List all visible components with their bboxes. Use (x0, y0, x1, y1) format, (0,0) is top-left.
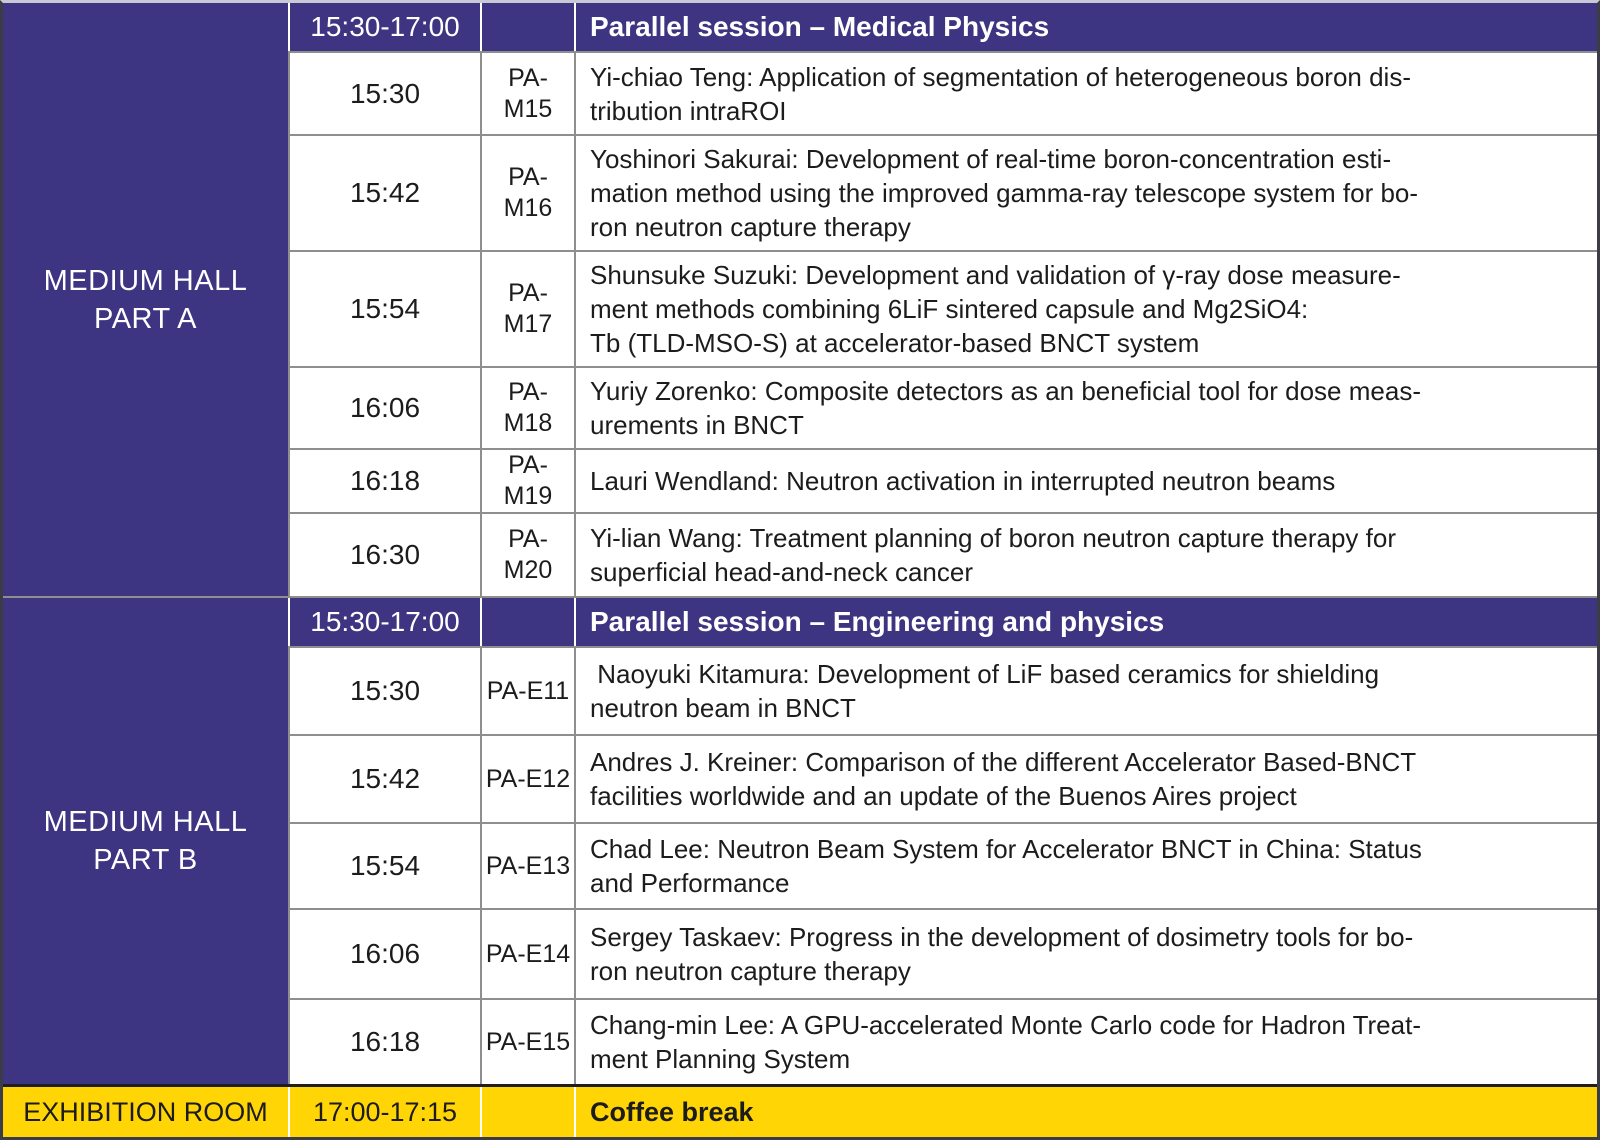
hall-cell-medium-hall-part-b: MEDIUM HALL PART B (3, 598, 288, 1084)
talk-title: Naoyuki Kitamura: Development of LiF bas… (574, 648, 1597, 734)
talk-time: 16:30 (288, 514, 480, 596)
coffee-break-time-range: 17:00-17:15 (288, 1087, 480, 1137)
section-engineering-physics: MEDIUM HALL PART B 15:30-17:00 Parallel … (3, 596, 1597, 1084)
schedule-row: 15:42 PA-E12 Andres J. Kreiner: Comparis… (288, 734, 1597, 822)
talk-time: 15:42 (288, 736, 480, 822)
session-header-row: 15:30-17:00 Parallel session – Medical P… (288, 3, 1597, 51)
section-a-rows: 15:30-17:00 Parallel session – Medical P… (288, 3, 1597, 596)
schedule-row: 16:18 PA-E15 Chang-min Lee: A GPU-accele… (288, 998, 1597, 1084)
talk-time: 16:06 (288, 910, 480, 998)
talk-title: Yuriy Zorenko: Composite detectors as an… (574, 368, 1597, 448)
session-time-range: 15:30-17:00 (288, 3, 480, 51)
talk-time: 16:18 (288, 1000, 480, 1084)
talk-time: 15:30 (288, 53, 480, 134)
session-header-row: 15:30-17:00 Parallel session – Engineeri… (288, 598, 1597, 646)
talk-time: 16:06 (288, 368, 480, 448)
talk-code: PA- M18 (480, 368, 574, 448)
session-title: Parallel session – Engineering and physi… (574, 598, 1597, 646)
session-time-range: 15:30-17:00 (288, 598, 480, 646)
schedule-row: 15:42 PA- M16 Yoshinori Sakurai: Develop… (288, 134, 1597, 250)
talk-title: Chang-min Lee: A GPU-accelerated Monte C… (574, 1000, 1597, 1084)
talk-title: Chad Lee: Neutron Beam System for Accele… (574, 824, 1597, 908)
talk-code: PA- M15 (480, 53, 574, 134)
talk-code: PA-E13 (480, 824, 574, 908)
talk-title: Lauri Wendland: Neutron activation in in… (574, 450, 1597, 512)
session-code-cell-empty (480, 3, 574, 51)
coffee-break-code-cell-empty (480, 1087, 574, 1137)
section-b-rows: 15:30-17:00 Parallel session – Engineeri… (288, 598, 1597, 1084)
talk-title: Sergey Taskaev: Progress in the developm… (574, 910, 1597, 998)
schedule-row: 16:18 PA-M19 Lauri Wendland: Neutron act… (288, 448, 1597, 512)
talk-title: Yi-chiao Teng: Application of segmentati… (574, 53, 1597, 134)
schedule-row: 15:30 PA- M15 Yi-chiao Teng: Application… (288, 51, 1597, 134)
talk-title: Andres J. Kreiner: Comparison of the dif… (574, 736, 1597, 822)
talk-title: Shunsuke Suzuki: Development and validat… (574, 252, 1597, 366)
schedule-row: 16:06 PA- M18 Yuriy Zorenko: Composite d… (288, 366, 1597, 448)
room-cell-exhibition-room: EXHIBITION ROOM (23, 1096, 268, 1127)
talk-time: 15:54 (288, 252, 480, 366)
talk-time: 16:18 (288, 450, 480, 512)
talk-code: PA-M19 (480, 450, 574, 512)
talk-time: 15:30 (288, 648, 480, 734)
talk-code: PA-E11 (480, 648, 574, 734)
talk-time: 15:54 (288, 824, 480, 908)
schedule-row: 15:54 PA-E13 Chad Lee: Neutron Beam Syst… (288, 822, 1597, 908)
hall-cell-medium-hall-part-a: MEDIUM HALL PART A (3, 3, 288, 596)
talk-code: PA- M17 (480, 252, 574, 366)
coffee-break-row: EXHIBITION ROOM 17:00-17:15 Coffee break (3, 1084, 1597, 1137)
coffee-break-label: Coffee break (574, 1087, 1597, 1137)
talk-title: Yi-lian Wang: Treatment planning of boro… (574, 514, 1597, 596)
schedule-row: 15:54 PA- M17 Shunsuke Suzuki: Developme… (288, 250, 1597, 366)
session-code-cell-empty (480, 598, 574, 646)
schedule-row: 16:30 PA- M20 Yi-lian Wang: Treatment pl… (288, 512, 1597, 596)
talk-title: Yoshinori Sakurai: Development of real-t… (574, 136, 1597, 250)
talk-code: PA-E12 (480, 736, 574, 822)
session-title: Parallel session – Medical Physics (574, 3, 1597, 51)
talk-time: 15:42 (288, 136, 480, 250)
section-medical-physics: MEDIUM HALL PART A 15:30-17:00 Parallel … (3, 3, 1597, 596)
talk-code: PA-E14 (480, 910, 574, 998)
schedule-row: 15:30 PA-E11 Naoyuki Kitamura: Developme… (288, 646, 1597, 734)
talk-code: PA-E15 (480, 1000, 574, 1084)
talk-code: PA- M16 (480, 136, 574, 250)
schedule-row: 16:06 PA-E14 Sergey Taskaev: Progress in… (288, 908, 1597, 998)
talk-code: PA- M20 (480, 514, 574, 596)
